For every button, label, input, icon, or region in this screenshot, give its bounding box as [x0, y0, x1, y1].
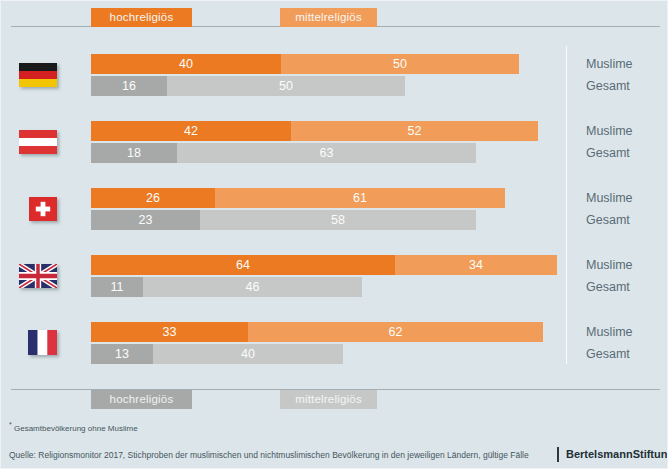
bar-value: 62: [389, 325, 403, 339]
flag-austria-icon: [19, 130, 57, 154]
bar-gesamt: 11 46: [91, 277, 362, 297]
bar-value: 63: [320, 146, 334, 160]
logo-part-bertelsmann: Bertelsmann: [566, 448, 633, 460]
bar-segment-mittelreligioes: 34: [395, 255, 557, 275]
bar-muslime: 26 61: [91, 188, 505, 208]
bar-value: 50: [279, 79, 293, 93]
bar-gesamt: 13 40: [91, 344, 343, 364]
country-row-germany: 40 50 16 50 Muslime Gesamt: [1, 54, 668, 98]
bar-segment-mittelreligioes: 40: [153, 344, 343, 364]
bar-value: 50: [393, 57, 407, 71]
bar-segment-hochreligioes: 11: [91, 277, 143, 297]
country-row-france: 33 62 13 40 Muslime Gesamt: [1, 322, 668, 366]
legend-chip-hochreligioes-bottom: hochreligiös: [91, 390, 192, 409]
footnote-mark: *: [9, 421, 12, 428]
bar-value: 23: [139, 213, 153, 227]
bar-value: 16: [122, 79, 136, 93]
legend-chip-mittelreligioes-top: mittelreligiös: [280, 8, 377, 27]
bar-segment-hochreligioes: 40: [91, 54, 281, 74]
bar-segment-mittelreligioes: 52: [291, 121, 538, 141]
bar-segment-hochreligioes: 16: [91, 76, 167, 96]
flag-united-kingdom-icon: [19, 264, 57, 288]
bar-value: 11: [111, 280, 124, 294]
bar-segment-hochreligioes: 13: [91, 344, 153, 364]
group-label-gesamt: Gesamt: [586, 76, 630, 96]
bar-value: 52: [408, 124, 422, 138]
bar-segment-mittelreligioes: 58: [200, 210, 476, 230]
group-label-muslime: Muslime: [586, 188, 633, 208]
bar-value: 13: [115, 347, 129, 361]
bar-value: 61: [353, 191, 367, 205]
country-row-switzerland: 26 61 23 58 Muslime Gesamt: [1, 188, 668, 232]
bar-muslime: 40 50: [91, 54, 519, 74]
bar-gesamt: 16 50: [91, 76, 405, 96]
bar-muslime: 64 34: [91, 255, 557, 275]
legend-chip-mittelreligioes-bottom: mittelreligiös: [280, 390, 377, 409]
bar-value: 33: [163, 325, 177, 339]
bar-gesamt: 23 58: [91, 210, 476, 230]
group-label-muslime: Muslime: [586, 54, 633, 74]
bar-segment-mittelreligioes: 50: [167, 76, 405, 96]
bar-value: 40: [241, 347, 255, 361]
bar-segment-mittelreligioes: 46: [143, 277, 362, 297]
bar-segment-mittelreligioes: 63: [177, 143, 476, 163]
group-label-gesamt: Gesamt: [586, 277, 630, 297]
country-row-united-kingdom: 64 34 11 46 Muslime Gesamt: [1, 255, 668, 299]
bertelsmann-stiftung-logo: BertelsmannStiftung: [557, 447, 668, 462]
bar-value: 26: [146, 191, 160, 205]
group-label-muslime: Muslime: [586, 255, 633, 275]
bar-value: 58: [331, 213, 345, 227]
bar-value: 18: [127, 146, 141, 160]
group-label-gesamt: Gesamt: [586, 210, 630, 230]
bar-segment-hochreligioes: 42: [91, 121, 291, 141]
bar-segment-mittelreligioes: 62: [248, 322, 543, 342]
bar-value: 46: [246, 280, 260, 294]
flag-france-icon: [28, 330, 57, 355]
bar-segment-hochreligioes: 23: [91, 210, 200, 230]
source-line: Quelle: Religionsmonitor 2017, Stichprob…: [9, 450, 529, 460]
footnote: * Gesamtbevölkerung ohne Muslime: [9, 421, 138, 433]
bar-gesamt: 18 63: [91, 143, 476, 163]
bar-muslime: 42 52: [91, 121, 538, 141]
flag-germany-icon: [19, 63, 57, 87]
country-row-austria: 42 52 18 63 Muslime Gesamt: [1, 121, 668, 165]
bar-segment-hochreligioes: 64: [91, 255, 395, 275]
legend-chip-hochreligioes-top: hochreligiös: [91, 8, 192, 27]
group-label-gesamt: Gesamt: [586, 143, 630, 163]
group-label-gesamt: Gesamt: [586, 344, 630, 364]
bar-value: 34: [469, 258, 483, 272]
bar-segment-hochreligioes: 26: [91, 188, 215, 208]
group-label-muslime: Muslime: [586, 322, 633, 342]
logo-part-stiftung: Stiftung: [633, 448, 668, 460]
bar-segment-hochreligioes: 33: [91, 322, 248, 342]
bar-value: 40: [179, 57, 193, 71]
flag-switzerland-icon: [29, 197, 57, 221]
bar-value: 42: [184, 124, 198, 138]
bar-value: 64: [236, 258, 250, 272]
bar-muslime: 33 62: [91, 322, 543, 342]
infographic-canvas: hochreligiös mittelreligiös 40 50 16 50 …: [0, 0, 668, 469]
group-label-muslime: Muslime: [586, 121, 633, 141]
footnote-text: Gesamtbevölkerung ohne Muslime: [14, 424, 138, 433]
bar-segment-mittelreligioes: 61: [215, 188, 505, 208]
bar-segment-mittelreligioes: 50: [281, 54, 519, 74]
bar-segment-hochreligioes: 18: [91, 143, 177, 163]
